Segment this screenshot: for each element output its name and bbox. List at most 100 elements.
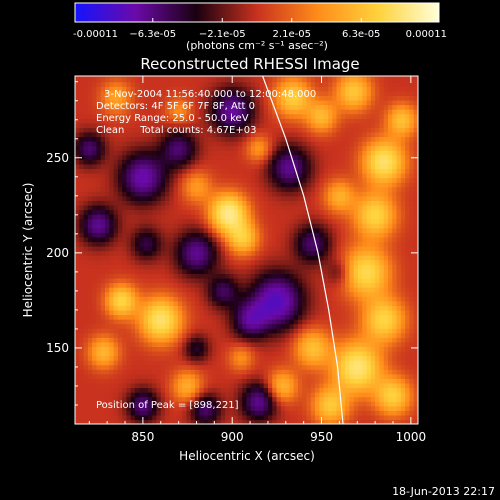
heatmap-cell (246, 387, 252, 393)
heatmap-cell (242, 177, 248, 183)
heatmap-cell (96, 154, 102, 160)
heatmap-cell (177, 419, 183, 424)
heatmap-cell (122, 223, 128, 229)
heatmap-cell (302, 401, 308, 407)
heatmap-cell (353, 232, 359, 238)
heatmap-cell (199, 186, 205, 192)
heatmap-cell (199, 341, 205, 348)
heatmap-cell (173, 277, 179, 284)
heatmap-cell (105, 337, 110, 343)
heatmap-cell (310, 214, 316, 220)
heatmap-cell (323, 314, 329, 320)
heatmap-cell (130, 218, 136, 224)
heatmap-cell (267, 172, 273, 179)
heatmap-cell (327, 177, 333, 183)
heatmap-cell (310, 373, 316, 379)
heatmap-cell (263, 319, 269, 325)
heatmap-cell (383, 332, 389, 338)
heatmap-cell (147, 218, 153, 224)
heatmap-cell (83, 419, 89, 424)
heatmap-cell (147, 300, 153, 306)
heatmap-cell (79, 191, 85, 197)
heatmap-cell (413, 405, 418, 411)
heatmap-cell (306, 401, 312, 407)
heatmap-cell (186, 259, 192, 265)
heatmap-cell (379, 264, 385, 270)
heatmap-cell (285, 291, 290, 297)
heatmap-cell (332, 223, 338, 229)
heatmap-cell (366, 355, 372, 361)
heatmap-cell (413, 319, 418, 325)
heatmap-cell (276, 168, 282, 174)
heatmap-cell (117, 355, 123, 361)
heatmap-cell (379, 236, 385, 243)
heatmap-cell (353, 200, 359, 206)
heatmap-cell (122, 200, 128, 206)
heatmap-cell (418, 369, 423, 374)
heatmap-cell (409, 227, 415, 233)
heatmap-cell (190, 414, 196, 421)
heatmap-cell (156, 319, 162, 325)
heatmap-cell (259, 350, 265, 357)
heatmap-cell (190, 241, 196, 247)
heatmap-cell (83, 141, 89, 147)
heatmap-cell (186, 405, 192, 411)
heatmap-cell (250, 227, 256, 233)
heatmap-cell (400, 309, 406, 316)
heatmap-cell (250, 282, 256, 288)
heatmap-cell (250, 360, 256, 366)
heatmap-cell (122, 360, 128, 366)
heatmap-cell (302, 369, 308, 375)
heatmap-cell (345, 232, 350, 238)
heatmap-cell (315, 346, 320, 352)
heatmap-cell (306, 300, 312, 306)
heatmap-cell (160, 396, 166, 402)
heatmap-cell (319, 150, 325, 156)
heatmap-cell (92, 241, 98, 247)
heatmap-cell (379, 154, 385, 160)
heatmap-cell (366, 145, 372, 151)
heatmap-cell (310, 414, 316, 421)
heatmap-cell (332, 159, 338, 165)
heatmap-cell (75, 200, 80, 206)
heatmap-cell (392, 250, 398, 256)
heatmap-cell (405, 364, 411, 370)
heatmap-cell (396, 300, 402, 306)
heatmap-cell (405, 223, 411, 229)
heatmap-cell (357, 204, 363, 211)
heatmap-cell (418, 210, 423, 215)
heatmap-cell (366, 232, 372, 238)
heatmap-cell (117, 369, 123, 375)
heatmap-cell (306, 177, 312, 183)
heatmap-cell (315, 410, 320, 416)
heatmap-cell (195, 241, 200, 247)
heatmap-cell (285, 328, 290, 334)
heatmap-cell (336, 314, 342, 320)
heatmap-cell (79, 328, 85, 334)
heatmap-cell (400, 204, 406, 211)
heatmap-cell (297, 392, 303, 398)
heatmap-cell (413, 291, 418, 297)
heatmap-cell (405, 332, 411, 338)
heatmap-cell (302, 419, 308, 424)
heatmap-cell (349, 382, 355, 389)
heatmap-cell (336, 355, 342, 361)
heatmap-cell (362, 273, 368, 279)
heatmap-cell (143, 378, 149, 384)
heatmap-cell (109, 154, 115, 160)
heatmap-cell (105, 410, 110, 416)
heatmap-cell (117, 309, 123, 316)
heatmap-cell (323, 195, 329, 201)
heatmap-cell (190, 346, 196, 352)
heatmap-cell (357, 305, 363, 311)
heatmap-cell (225, 328, 230, 334)
heatmap-cell (297, 401, 303, 407)
heatmap-cell (387, 296, 393, 302)
heatmap-cell (375, 364, 381, 370)
heatmap-cell (173, 296, 179, 302)
heatmap-cell (173, 255, 179, 261)
heatmap-cell (289, 291, 295, 297)
heatmap-cell (87, 328, 93, 334)
heatmap-cell (152, 341, 158, 348)
heatmap-cell (323, 355, 329, 361)
